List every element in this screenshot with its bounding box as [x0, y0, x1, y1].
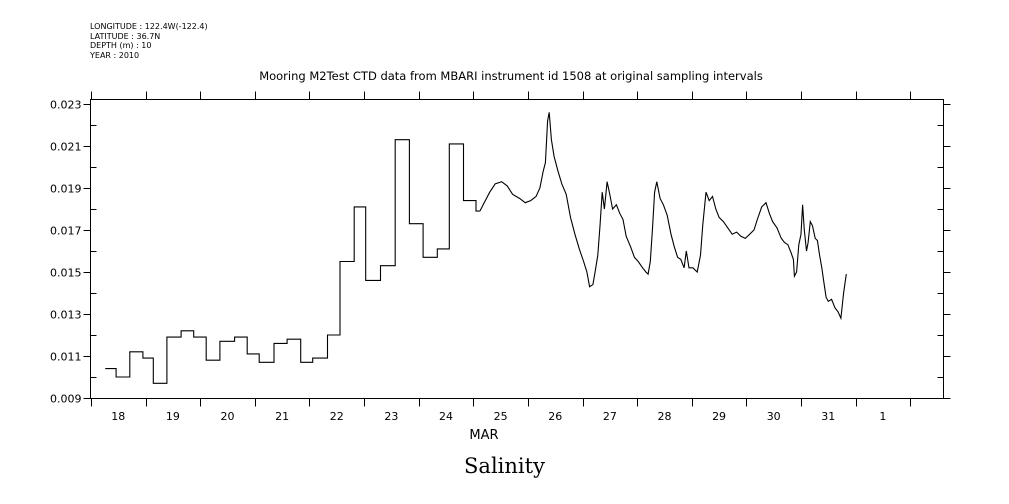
- x-tick-label: 19: [166, 410, 180, 423]
- metadata-block: LONGITUDE : 122.4W(-122.4) LATITUDE : 36…: [90, 22, 208, 60]
- y-tick-label: 0.017: [50, 225, 82, 238]
- series-line-1: [105, 139, 480, 384]
- x-tick-label: 30: [767, 410, 781, 423]
- x-tick-label: 20: [221, 410, 235, 423]
- y-tick-label: 0.013: [50, 309, 82, 322]
- year-label: YEAR : 2010: [90, 50, 140, 60]
- longitude-label: LONGITUDE : 122.4W(-122.4): [90, 22, 208, 31]
- x-tick-label: 18: [111, 410, 125, 423]
- plot-frame: [90, 99, 944, 399]
- y-tick-label: 0.019: [50, 183, 82, 196]
- y-tick-label: 0.015: [50, 267, 82, 280]
- x-axis-label: MAR: [469, 428, 498, 443]
- y-tick-label: 0.023: [50, 99, 82, 112]
- x-tick-label: 28: [657, 410, 671, 423]
- series-group: [105, 112, 847, 384]
- chart-title: Mooring M2Test CTD data from MBARI instr…: [259, 69, 763, 83]
- x-tick-label: 26: [548, 410, 562, 423]
- x-tick-label: 25: [494, 410, 508, 423]
- axis-tick-labels: 0.009 0.011 0.013 0.015 0.017 0.019 0.021 0.023…: [50, 99, 886, 424]
- y-tick-label: 0.011: [50, 351, 82, 364]
- x-tick-label: 23: [384, 410, 398, 423]
- y-tick-label: 0.009: [50, 393, 82, 406]
- x-tick-label: 1: [879, 410, 886, 423]
- x-tick-label: 27: [603, 410, 617, 423]
- x-tick-label: 31: [821, 410, 835, 423]
- depth-label: DEPTH (m) : 10: [90, 41, 152, 50]
- footer-title: Salinity: [464, 454, 545, 478]
- latitude-label: LATITUDE : 36.7N: [90, 31, 161, 41]
- y-tick-label: 0.021: [50, 141, 82, 154]
- x-tick-label: 24: [439, 410, 453, 423]
- x-tick-label: 21: [275, 410, 289, 423]
- x-tick-label: 22: [330, 410, 344, 423]
- series-line-2: [479, 112, 847, 321]
- axis-ticks: [83, 91, 951, 407]
- x-tick-label: 29: [712, 410, 726, 423]
